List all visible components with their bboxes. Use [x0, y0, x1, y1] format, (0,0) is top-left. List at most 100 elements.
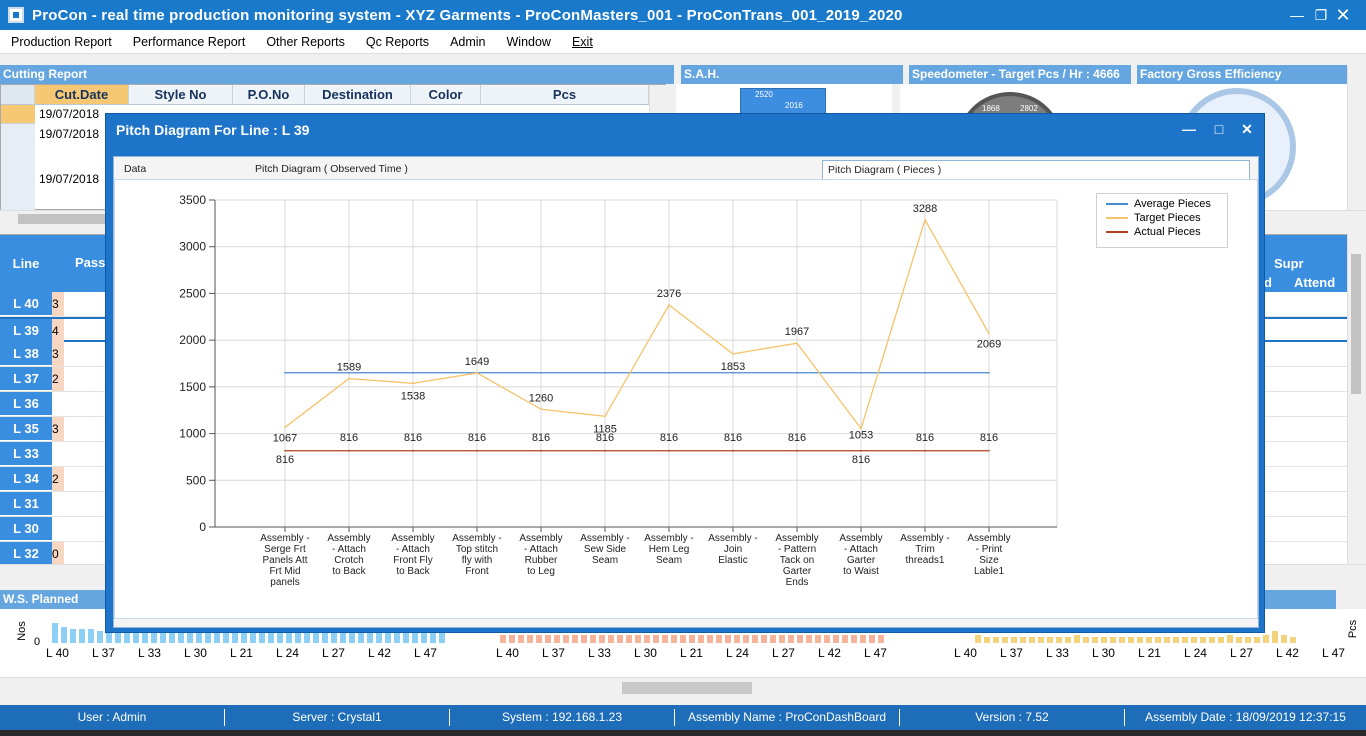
series-point — [668, 449, 670, 452]
ws-bar — [878, 635, 884, 643]
ws-axis-label: L 27 — [1230, 646, 1253, 660]
x-category-line: Panels Att — [262, 555, 307, 566]
restore-icon[interactable]: ❐ — [1314, 6, 1328, 23]
x-category-line: to Leg — [527, 566, 555, 577]
ws-bar — [1227, 635, 1233, 643]
series-line-target-pieces — [284, 218, 990, 431]
x-category-line: - Pattern — [778, 544, 816, 555]
close-icon[interactable]: ✕ — [1335, 4, 1351, 25]
ws-bar — [608, 635, 614, 643]
col-po-no[interactable]: P.O.No — [233, 85, 305, 105]
x-category-line: Assembly - — [452, 533, 501, 544]
menu-window[interactable]: Window — [506, 34, 551, 49]
ws-axis-label: L 42 — [368, 646, 391, 660]
dialog-close-icon[interactable]: ✕ — [1241, 120, 1253, 137]
ws-bar — [689, 635, 695, 643]
ws-bar — [725, 635, 731, 643]
menu-bar: Production Report Performance Report Oth… — [0, 30, 1366, 54]
tab-pitch-observed-time[interactable]: Pitch Diagram ( Observed Time ) — [250, 160, 820, 179]
line-label: L 32 — [0, 542, 52, 566]
x-category-line: Assembly — [967, 533, 1010, 544]
actual-data-label: 816 — [724, 432, 742, 444]
dialog-minimize-icon[interactable]: — — [1182, 121, 1196, 137]
x-category-label: Assembly - Print Size Lable1 — [967, 533, 1010, 577]
app-icon — [8, 7, 24, 23]
series-point — [924, 449, 926, 452]
target-data-label: 2376 — [657, 288, 681, 300]
line-label: L 38 — [0, 342, 52, 366]
actual-data-label: 816 — [596, 432, 614, 444]
ws-bar — [653, 635, 659, 643]
dialog-maximize-icon[interactable]: □ — [1214, 121, 1224, 137]
ws-bar — [1263, 635, 1269, 643]
line-label: L 34 — [0, 467, 52, 491]
ws-axis-label: L 47 — [414, 646, 437, 660]
series-point — [412, 449, 414, 452]
line-label: L 37 — [0, 367, 52, 391]
menu-admin[interactable]: Admin — [450, 34, 486, 49]
target-data-label: 3288 — [913, 203, 937, 215]
sah-tick: 2520 — [755, 90, 773, 99]
ws-bar — [500, 635, 506, 643]
tab-data[interactable]: Data — [119, 160, 249, 179]
col-cut-date[interactable]: Cut.Date — [35, 85, 129, 105]
ws-axis-label: L 37 — [92, 646, 115, 660]
ws-bar — [1209, 637, 1215, 643]
ws-bar — [376, 631, 382, 643]
x-category-line: Assembly — [839, 533, 882, 544]
ws-bar — [1011, 637, 1017, 643]
grid-corner — [1, 85, 35, 105]
series-point — [924, 371, 926, 374]
line-vscroll[interactable] — [1347, 234, 1364, 564]
ws-bar — [563, 635, 569, 643]
x-category-line: Assembly - — [708, 533, 757, 544]
line-partial-cell — [52, 517, 64, 541]
menu-production-report[interactable]: Production Report — [11, 34, 112, 49]
ws-bar — [581, 635, 587, 643]
col-color[interactable]: Color — [411, 85, 481, 105]
actual-data-label: 816 — [788, 432, 806, 444]
ws-bar — [1236, 637, 1242, 643]
legend-average: Average Pieces — [1106, 198, 1211, 210]
ws-bar — [1200, 637, 1206, 643]
col-pcs[interactable]: Pcs — [481, 85, 649, 105]
actual-data-label: 816 — [980, 432, 998, 444]
series-point — [668, 371, 670, 374]
sah-tick: 2016 — [785, 101, 803, 110]
line-label: L 35 — [0, 417, 52, 441]
x-category-line: panels — [270, 577, 299, 588]
x-category-line: - Attach — [332, 544, 366, 555]
ws-bar — [1119, 637, 1125, 643]
x-category-line: - Attach — [524, 544, 558, 555]
ws-bar — [277, 631, 283, 643]
legend-actual: Actual Pieces — [1106, 226, 1201, 238]
ws-bar — [1218, 637, 1224, 643]
target-data-label: 1067 — [273, 432, 297, 444]
x-category-line: - Attach — [396, 544, 430, 555]
minimize-icon[interactable]: — — [1290, 7, 1304, 23]
ws-bar — [1101, 637, 1107, 643]
x-category-line: Ends — [786, 577, 809, 588]
col-style-no[interactable]: Style No — [129, 85, 233, 105]
tab-pitch-pieces[interactable]: Pitch Diagram ( Pieces ) — [822, 160, 1250, 179]
col-destination[interactable]: Destination — [305, 85, 411, 105]
top-vscroll[interactable] — [1347, 65, 1364, 210]
ws-bar — [115, 631, 121, 643]
ws-axis-label: L 37 — [542, 646, 565, 660]
menu-other-reports[interactable]: Other Reports — [266, 34, 345, 49]
ws-axis-label: L 33 — [138, 646, 161, 660]
ws-ylabel-right: Pcs — [1347, 619, 1360, 639]
ws-axis-label: L 30 — [634, 646, 657, 660]
ws-bar — [151, 631, 157, 643]
menu-exit[interactable]: Exit — [571, 34, 593, 49]
series-point — [284, 426, 286, 429]
main-hscroll[interactable] — [0, 677, 1366, 697]
ws-bar — [527, 635, 533, 643]
menu-qc-reports[interactable]: Qc Reports — [365, 34, 430, 49]
series-point — [476, 449, 478, 452]
ws-bar — [1092, 637, 1098, 643]
menu-performance-report[interactable]: Performance Report — [132, 34, 246, 49]
actual-data-label: 816 — [916, 432, 934, 444]
row-selector[interactable] — [1, 105, 35, 123]
